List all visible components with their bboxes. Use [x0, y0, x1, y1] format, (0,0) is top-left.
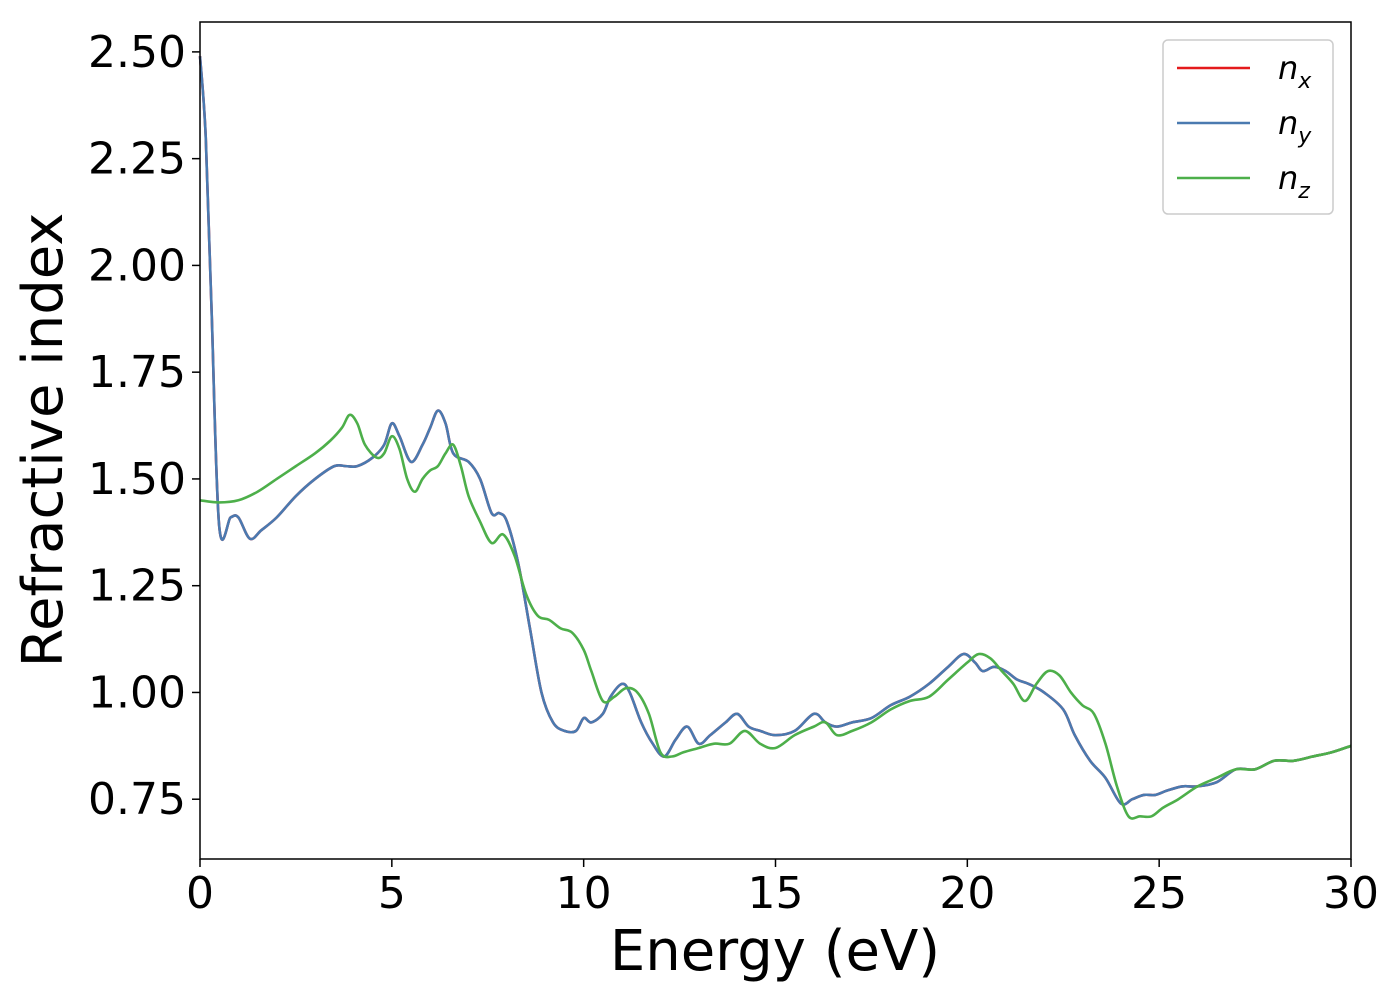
x-tick-label: 30: [1323, 868, 1379, 919]
x-tick-label: 0: [186, 868, 214, 919]
legend-label-x: nx: [1278, 49, 1312, 94]
legend: nx ny nz: [1162, 39, 1334, 215]
x-axis: 0 5 10 15 20 25 30: [186, 859, 1379, 919]
x-tick-label: 15: [748, 868, 804, 919]
x-axis-title: Energy (eV): [610, 919, 940, 984]
series-line-z: [199, 413, 1352, 820]
series-layer: [198, 56, 1352, 820]
x-tick-label: 20: [939, 868, 995, 919]
y-axis-title: Refractive index: [11, 213, 76, 668]
y-tick-label: 1.75: [88, 347, 186, 398]
legend-label-y: ny: [1278, 104, 1312, 149]
y-tick-label: 2.50: [88, 27, 186, 78]
y-tick-label: 1.50: [88, 454, 186, 505]
x-tick-label: 10: [556, 868, 612, 919]
y-axis: 0.75 1.00 1.25 1.50 1.75 2.00 2.25 2.50: [88, 27, 200, 825]
y-tick-label: 1.25: [88, 561, 186, 612]
legend-box: [1162, 39, 1334, 215]
series-line-y: [198, 56, 1352, 806]
y-tick-label: 1.00: [88, 667, 186, 718]
y-tick-label: 0.75: [88, 774, 186, 825]
x-tick-label: 25: [1131, 868, 1187, 919]
legend-label-z: nz: [1278, 159, 1310, 204]
y-tick-label: 2.25: [88, 134, 186, 185]
y-tick-label: 2.00: [88, 240, 186, 291]
plot-background: [200, 22, 1351, 859]
x-tick-label: 5: [378, 868, 406, 919]
